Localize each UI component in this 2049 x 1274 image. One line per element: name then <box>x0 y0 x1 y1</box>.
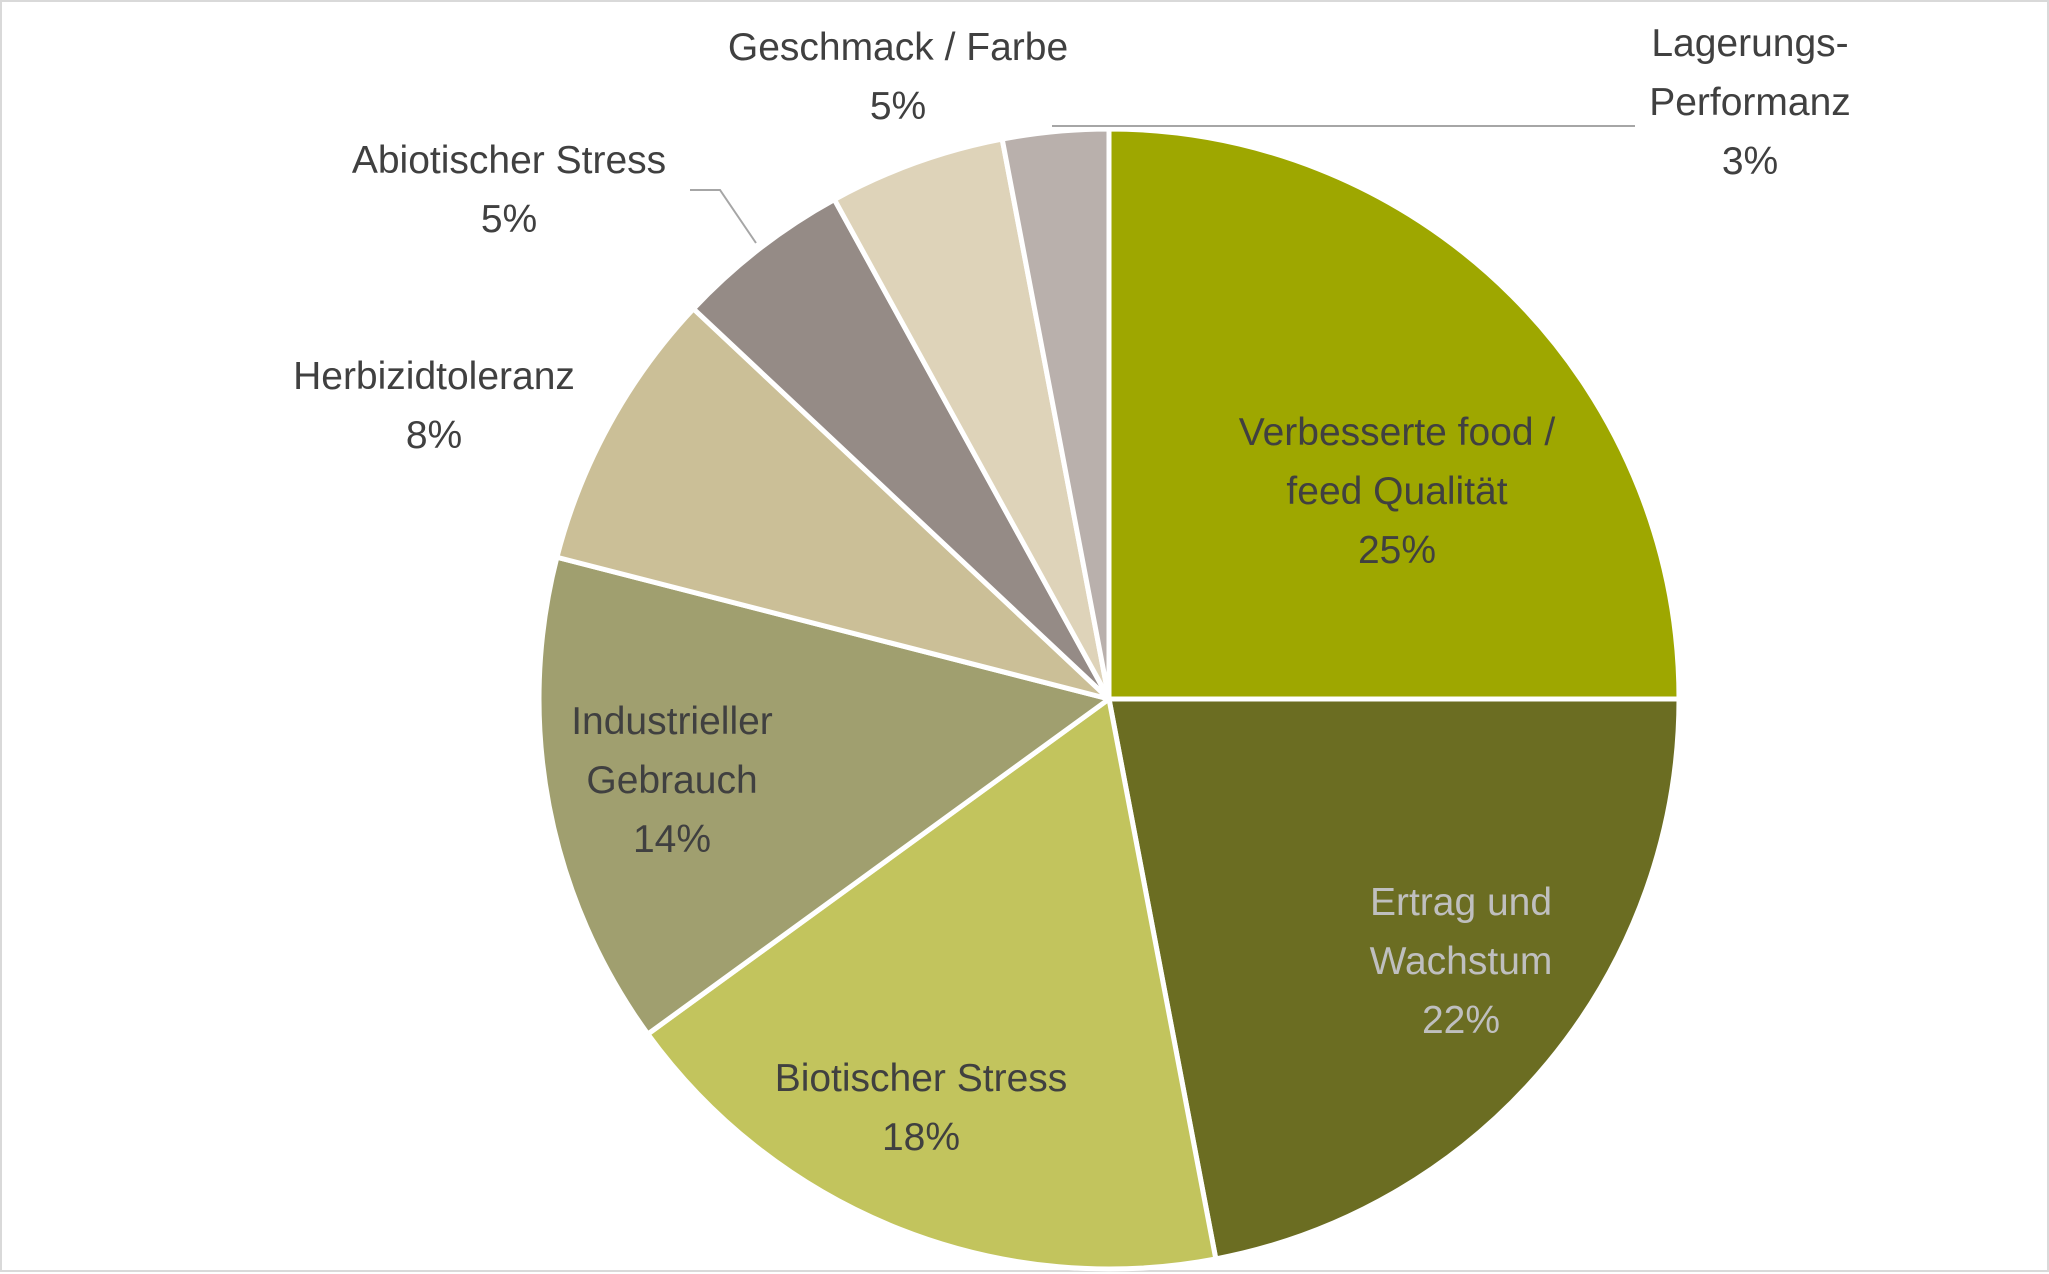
data-label: Abiotischer Stress 5% <box>352 139 666 241</box>
data-label-value: 5% <box>870 85 926 128</box>
data-label-text: Gebrauch <box>586 759 757 802</box>
data-label-value: 22% <box>1422 999 1500 1042</box>
data-label-value: 5% <box>481 198 537 241</box>
data-label-text: Biotischer Stress <box>775 1057 1068 1100</box>
data-label-text: Lagerungs- <box>1651 22 1848 65</box>
pie-slice <box>645 696 1219 1272</box>
data-label-text: feed Qualität <box>1286 470 1507 513</box>
pie-slice <box>554 306 1112 702</box>
data-label: Herbizidtoleranz 8% <box>293 355 575 457</box>
data-label: Industrieller Gebrauch 14% <box>571 700 773 861</box>
data-label-value: 18% <box>882 1116 960 1159</box>
pie-slice <box>690 197 1112 702</box>
pie-slice <box>831 136 1112 702</box>
data-label-text: Wachstum <box>1370 940 1553 983</box>
data-label-text: Herbizidtoleranz <box>293 355 575 398</box>
leader-line <box>690 189 757 244</box>
data-label: Geschmack / Farbe 5% <box>728 26 1068 128</box>
data-label-value: 14% <box>633 818 711 861</box>
pie-slice <box>1106 696 1682 1262</box>
pie-slice <box>536 554 1112 1037</box>
pie-slice <box>1106 126 1682 702</box>
data-label-value: 8% <box>406 414 462 457</box>
data-label: Ertrag und Wachstum 22% <box>1370 881 1553 1042</box>
pie-slice <box>999 126 1112 702</box>
data-label-value: 3% <box>1722 140 1778 183</box>
data-label-text: Geschmack / Farbe <box>728 26 1068 69</box>
data-label-text: Ertrag und <box>1370 881 1552 924</box>
data-label: Lagerungs- Performanz 3% <box>1649 22 1851 183</box>
data-label-text: Verbesserte food / <box>1239 411 1556 454</box>
data-label-text: Performanz <box>1649 81 1851 124</box>
data-label-text: Industrieller <box>571 700 773 743</box>
data-label-value: 25% <box>1358 529 1436 572</box>
data-label: Verbesserte food / feed Qualität 25% <box>1239 411 1556 572</box>
data-label: Biotischer Stress 18% <box>775 1057 1068 1159</box>
data-label-text: Abiotischer Stress <box>352 139 666 182</box>
